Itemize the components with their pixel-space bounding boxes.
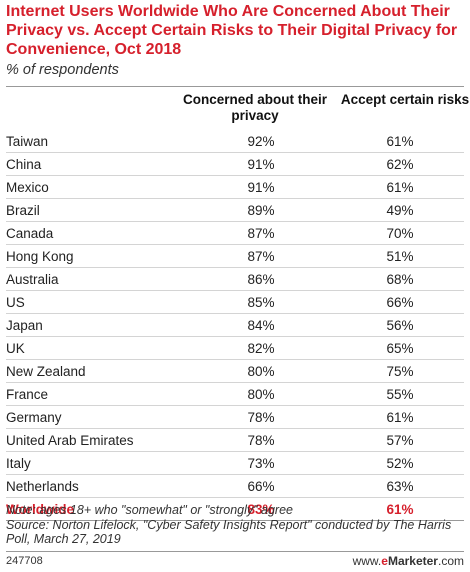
country-label: Japan [6, 318, 43, 333]
table-row: US 85% 66% [6, 291, 464, 314]
brand-e: e [381, 554, 388, 568]
concerned-value: 66% [247, 479, 275, 494]
footnote: Note: ages 18+ who "somewhat" or "strong… [6, 503, 466, 547]
footer-divider [6, 551, 464, 552]
table-row: UK 82% 65% [6, 337, 464, 360]
chart-subtitle: % of respondents [6, 62, 119, 78]
table-row: Japan 84% 56% [6, 314, 464, 337]
accept-risk-value: 52% [386, 456, 414, 471]
table-row: Brazil 89% 49% [6, 199, 464, 222]
country-label: US [6, 295, 25, 310]
brand-suffix: .com [437, 554, 464, 568]
concerned-value: 87% [247, 249, 275, 264]
country-label: France [6, 387, 49, 402]
header-divider [6, 86, 464, 87]
accept-risk-value: 70% [386, 226, 414, 241]
concerned-value: 78% [247, 433, 275, 448]
column-header-accept-risks: Accept certain risks [340, 92, 470, 107]
country-label: China [6, 157, 42, 172]
accept-risk-value: 68% [386, 272, 414, 287]
concerned-value: 78% [247, 410, 275, 425]
table-row: United Arab Emirates 78% 57% [6, 429, 464, 452]
accept-risk-value: 63% [386, 479, 414, 494]
country-label: Germany [6, 410, 62, 425]
source-text: Source: Norton Lifelock, "Cyber Safety I… [6, 517, 452, 547]
table-row: France 80% 55% [6, 383, 464, 406]
concerned-value: 87% [247, 226, 275, 241]
concerned-value: 80% [247, 387, 275, 402]
accept-risk-value: 65% [386, 341, 414, 356]
table-row: Germany 78% 61% [6, 406, 464, 429]
country-label: Canada [6, 226, 54, 241]
concerned-value: 84% [247, 318, 275, 333]
accept-risk-value: 55% [386, 387, 414, 402]
concerned-value: 86% [247, 272, 275, 287]
table-row: Taiwan 92% 61% [6, 130, 464, 153]
concerned-value: 92% [247, 134, 275, 149]
accept-risk-value: 61% [386, 134, 414, 149]
country-label: Taiwan [6, 134, 49, 149]
country-label: United Arab Emirates [6, 433, 134, 448]
brand-name: Marketer [387, 554, 438, 568]
total-label: Worldwide [6, 502, 75, 517]
accept-risk-value: 62% [386, 157, 414, 172]
concerned-value: 73% [247, 456, 275, 471]
accept-risk-value: 66% [386, 295, 414, 310]
table-row: Hong Kong 87% 51% [6, 245, 464, 268]
note-text: Note: ages 18+ who "somewhat" or "strong… [6, 503, 293, 517]
concerned-value: 83% [247, 502, 275, 517]
country-label: Italy [6, 456, 31, 471]
table-row: Mexico 91% 61% [6, 176, 464, 199]
country-label: Netherlands [6, 479, 79, 494]
accept-risk-value: 75% [386, 364, 414, 379]
brand-logo[interactable]: www.eMarketer.com [353, 554, 464, 568]
country-label: Mexico [6, 180, 49, 195]
table-row: China 91% 62% [6, 153, 464, 176]
table-row: New Zealand 80% 75% [6, 360, 464, 383]
accept-risk-value: 57% [386, 433, 414, 448]
accept-risk-value: 61% [386, 180, 414, 195]
brand-prefix: www. [352, 554, 382, 568]
table-row: Italy 73% 52% [6, 452, 464, 475]
country-label: Brazil [6, 203, 40, 218]
accept-risk-value: 49% [386, 203, 414, 218]
accept-risk-value: 51% [386, 249, 414, 264]
concerned-value: 85% [247, 295, 275, 310]
concerned-value: 80% [247, 364, 275, 379]
concerned-value: 91% [247, 157, 275, 172]
country-label: Hong Kong [6, 249, 74, 264]
country-label: Australia [6, 272, 59, 287]
accept-risk-value: 61% [386, 502, 414, 517]
chart-id: 247708 [6, 555, 43, 567]
accept-risk-value: 56% [386, 318, 414, 333]
table-row: Netherlands 66% 63% [6, 475, 464, 498]
total-row: Worldwide 83% 61% [6, 498, 464, 521]
country-label: New Zealand [6, 364, 86, 379]
concerned-value: 91% [247, 180, 275, 195]
concerned-value: 82% [247, 341, 275, 356]
accept-risk-value: 61% [386, 410, 414, 425]
data-table: Taiwan 92% 61% China 91% 62% Mexico 91% 61% Brazi… [6, 130, 464, 521]
column-header-concerned: Concerned about their privacy [182, 92, 327, 123]
country-label: UK [6, 341, 25, 356]
table-row: Canada 87% 70% [6, 222, 464, 245]
concerned-value: 89% [247, 203, 275, 218]
chart-title: Internet Users Worldwide Who Are Concern… [6, 3, 458, 58]
table-row: Australia 86% 68% [6, 268, 464, 291]
